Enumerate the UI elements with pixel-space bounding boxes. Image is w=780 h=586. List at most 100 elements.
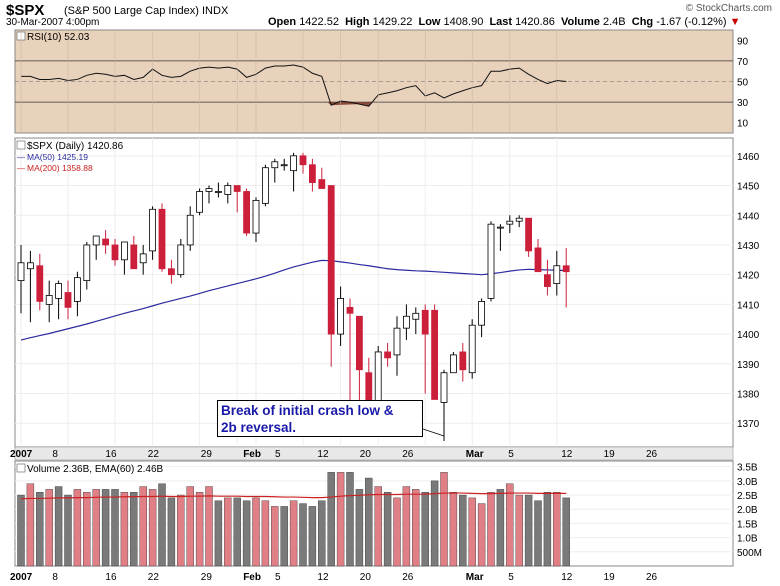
x-label-29: 29 (201, 449, 213, 460)
rsi-legend: RSI(10) 52.03 (27, 32, 90, 43)
candle-body (64, 292, 72, 308)
x-label-bottom-2007: 2007 (10, 572, 33, 583)
quote-line: Open 1422.52 High 1429.22 Low 1408.90 La… (268, 16, 740, 28)
candle-body (186, 214, 194, 246)
candle-body (130, 244, 138, 270)
volume-bar (242, 500, 251, 567)
candle-body (17, 262, 25, 282)
annotation-pointer (422, 428, 445, 437)
chg-label: Chg (631, 16, 654, 28)
x-label-bottom-5: 5 (275, 572, 281, 583)
volume-bar (421, 492, 429, 567)
ma50-line (20, 259, 567, 341)
candle-body (167, 268, 175, 276)
x-label-2007: 2007 (10, 449, 33, 460)
volume-tick-500M: 500M (737, 548, 762, 559)
last-value: 1420.86 (515, 16, 555, 28)
candle-body (449, 354, 457, 374)
rsi-oversold-fill (327, 102, 373, 107)
volume-bar (195, 492, 204, 567)
last-label: Last (489, 16, 513, 28)
volume-bar (299, 503, 307, 567)
price-legend: $SPX (Daily) 1420.86 (27, 141, 124, 152)
volume-bar (383, 492, 392, 567)
x-axis-band (14, 446, 734, 461)
candle-body (224, 185, 232, 195)
volume-bar (158, 483, 166, 567)
volume-tick-1.5B: 1.5B (737, 519, 758, 530)
price-tick-1410: 1410 (737, 300, 760, 311)
price-tick-1450: 1450 (737, 182, 760, 193)
volume-bar (355, 489, 364, 567)
volume-bar (477, 503, 486, 567)
candle-body (459, 351, 467, 371)
candle-body (196, 191, 204, 213)
candle-body (525, 217, 532, 252)
rsi-tick-50: 50 (737, 78, 749, 89)
volume-bar (430, 480, 439, 567)
x-label-bottom-Mar: Mar (466, 572, 484, 583)
volume-bar (402, 486, 411, 567)
x-label-Feb: Feb (243, 449, 261, 460)
volume-bar (111, 489, 119, 567)
candle-body (92, 235, 100, 246)
volume-legend-swatch (16, 463, 26, 473)
candle-body (299, 155, 307, 166)
volume-bar (64, 494, 72, 567)
volume-value: 2.4B (603, 16, 626, 28)
price-panel-bg (14, 137, 734, 448)
rsi-line (21, 64, 567, 107)
candle-body (233, 185, 241, 192)
candle-body (280, 164, 288, 167)
x-label-bottom-8: 8 (52, 572, 58, 583)
candle-body (55, 283, 62, 299)
x-label-bottom-20: 20 (360, 572, 372, 583)
volume-tick-2.0B: 2.0B (737, 505, 758, 516)
candle-body (177, 244, 185, 276)
volume-bar (271, 506, 279, 567)
candle-body (149, 208, 157, 252)
volume-bar (280, 506, 288, 567)
x-label-26: 26 (646, 449, 658, 460)
volume-bar (562, 497, 570, 567)
volume-bar (233, 497, 241, 567)
volume-bar (148, 489, 157, 567)
volume-bar (336, 472, 345, 567)
volume-bar (289, 500, 298, 567)
candle-body (355, 315, 363, 371)
volume-tick-2.5B: 2.5B (737, 491, 758, 502)
x-label-bottom-26: 26 (402, 572, 414, 583)
volume-bar (214, 500, 223, 567)
x-label-bottom-12: 12 (561, 572, 573, 583)
candle-body (205, 188, 213, 192)
candle-body (534, 247, 542, 273)
volume-bar (346, 472, 354, 567)
volume-bar (36, 492, 44, 567)
chart-header: $SPX (S&P 500 Large Cap Index) INDX 30-M… (0, 0, 780, 28)
price-tick-1430: 1430 (737, 241, 760, 252)
price-tick-1440: 1440 (737, 211, 760, 222)
candle-body (261, 167, 269, 204)
candle-body (121, 241, 128, 261)
x-label-12: 12 (561, 449, 573, 460)
open-value: 1422.52 (299, 16, 339, 28)
candle-body (271, 161, 279, 169)
price-tick-1400: 1400 (737, 330, 760, 341)
price-tick-1390: 1390 (737, 360, 760, 371)
x-label-bottom-19: 19 (604, 572, 616, 583)
ma50-legend-dash: — (17, 153, 25, 162)
candle-body (506, 220, 514, 225)
candle-body (487, 223, 495, 299)
volume-ema-line (20, 492, 567, 500)
high-label: High (345, 16, 370, 28)
ma200-legend-dash: — (17, 164, 25, 173)
candle-body (318, 179, 326, 189)
candle-body (243, 191, 251, 234)
volume-bar (167, 497, 176, 567)
x-label-bottom-26: 26 (646, 572, 658, 583)
x-label-bottom-29: 29 (201, 572, 213, 583)
volume-bar (412, 489, 420, 567)
rsi-tick-70: 70 (737, 57, 749, 68)
volume-legend: Volume 2.36B, EMA(60) 2.46B (27, 464, 164, 475)
